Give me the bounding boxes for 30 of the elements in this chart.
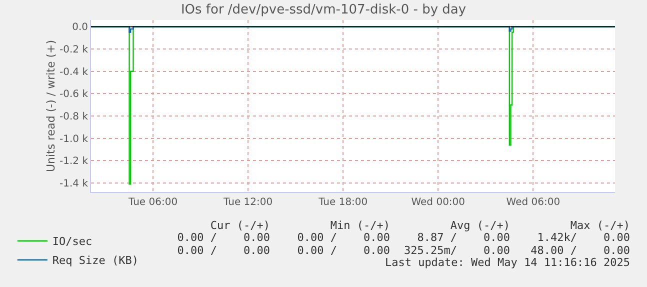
text: 48.00 / 0.00: [530, 244, 630, 257]
x-tick-label: Tue 18:00: [318, 197, 368, 208]
x-tick-label: Wed 00:00: [411, 197, 466, 208]
text: 0.00 / 0.00: [176, 244, 270, 257]
text: 0.00 / 0.00: [296, 244, 390, 257]
text: Cur (-/+): [209, 219, 270, 232]
text: 0.00 / 0.00: [176, 231, 270, 245]
y-axis-title: Units read (-) / write (+): [44, 40, 58, 172]
legend-label: IO/sec: [52, 235, 92, 248]
y-tick-label: -0.4 k: [60, 66, 88, 78]
text: 8.87 / 0.00: [416, 231, 510, 245]
text: Min (-/+): [329, 219, 390, 232]
x-tick-label: Tue 12:00: [222, 197, 273, 208]
y-tick-label: 0.0: [72, 22, 88, 34]
y-tick-label: -0.8 k: [60, 112, 88, 123]
text: Avg (-/+): [449, 219, 510, 232]
y-tick-label: -0.2 k: [60, 44, 88, 56]
x-tick-label: Wed 06:00: [506, 197, 560, 208]
text: 325.25m/ 0.00: [403, 244, 510, 257]
y-tick-label: -0.6 k: [60, 89, 88, 100]
text: 1.42k/ 0.00: [536, 231, 630, 245]
y-tick-label: -1.2 k: [60, 156, 88, 168]
chart-title: IOs for /dev/pve-ssd/vm-107-disk-0 - by day: [180, 2, 466, 18]
x-tick-label: Tue 06:00: [128, 197, 178, 208]
text: Last update: Wed May 14 11:16:16 2025: [384, 256, 630, 270]
y-tick-label: -1.0 k: [60, 134, 88, 145]
text: Max (-/+): [569, 219, 630, 232]
y-tick-label: -1.4 k: [60, 178, 88, 190]
text: 0.00 / 0.00: [296, 231, 390, 245]
legend-label: Req Size (KB): [52, 254, 138, 268]
